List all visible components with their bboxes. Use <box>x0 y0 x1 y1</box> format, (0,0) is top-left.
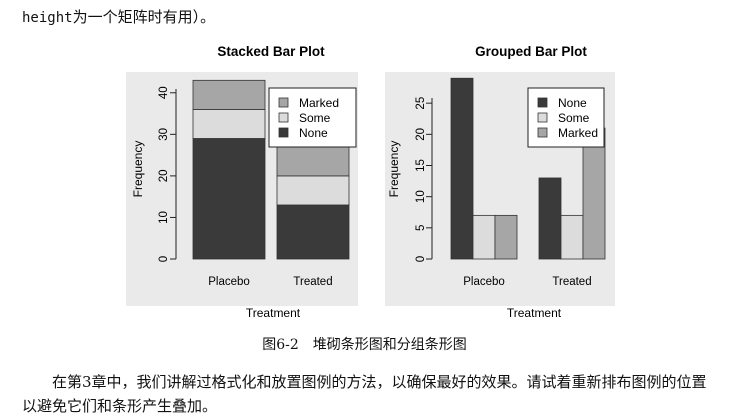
stacked-chart-title: Stacked Bar Plot <box>217 44 325 59</box>
grouped-bar-chart: Grouped Bar Plot Treatment Frequency 0 5 1… <box>385 44 615 320</box>
stacked-category-label: Treated <box>293 276 332 288</box>
grouped-bar-treated-some <box>560 214 584 260</box>
stacked-bar-treated-some <box>276 175 350 206</box>
grouped-legend-label: Some <box>558 111 590 125</box>
stacked-bar-treated-none <box>276 204 350 260</box>
stacked-y-axis-label: Frequency <box>131 141 145 198</box>
grouped-legend-swatch <box>537 112 548 123</box>
stacked-bar-placebo-marked <box>192 79 266 110</box>
stacked-tick-label: 0 <box>158 256 170 262</box>
stacked-x-axis-label: Treatment <box>246 306 301 320</box>
body-paragraph: 在第3章中，我们讲解过格式化和放置图例的方法，以确保最好的效果。请试着重新排布图… <box>22 373 707 415</box>
top-text-rest: 为一个矩阵时有用）。 <box>72 8 216 26</box>
grouped-tick-label: 20 <box>415 128 427 141</box>
grouped-legend-label: Marked <box>558 126 598 140</box>
stacked-tick-label: 10 <box>158 211 170 224</box>
figure-bar-plots: Stacked Bar Plot Treatment Frequency 0 10… <box>126 44 615 320</box>
grouped-category-label: Treated <box>552 276 591 288</box>
grouped-legend-swatch <box>537 97 548 108</box>
grouped-bar-treated-none <box>538 177 562 260</box>
grouped-bar-placebo-none <box>450 77 474 260</box>
grouped-tick-label: 25 <box>415 97 427 110</box>
grouped-legend-swatch <box>537 127 548 138</box>
grouped-tick-label: 0 <box>415 256 427 262</box>
grouped-chart-title: Grouped Bar Plot <box>475 44 587 59</box>
grouped-tick-label: 5 <box>415 225 427 231</box>
stacked-legend-label: Some <box>299 111 331 125</box>
grouped-tick-label: 10 <box>415 190 427 203</box>
stacked-bar-chart: Stacked Bar Plot Treatment Frequency 0 10… <box>126 44 358 320</box>
grouped-category-label: Placebo <box>463 276 505 288</box>
stacked-tick-label: 20 <box>158 169 170 182</box>
stacked-bar-placebo-none <box>192 138 266 260</box>
grouped-x-axis-label: Treatment <box>507 306 562 320</box>
grouped-legend-label: None <box>558 96 587 110</box>
stacked-legend-swatch <box>278 127 289 138</box>
stacked-bar-placebo-some <box>192 109 266 139</box>
stacked-category-label: Placebo <box>208 276 250 288</box>
top-text-line: height为一个矩阵时有用）。 <box>22 6 215 27</box>
stacked-tick-label: 40 <box>158 86 170 99</box>
grouped-bar-placebo-marked <box>494 214 518 260</box>
code-keyword: height <box>22 10 73 26</box>
stacked-legend-swatch <box>278 97 289 108</box>
stacked-legend-swatch <box>278 112 289 123</box>
grouped-tick-label: 15 <box>415 159 427 172</box>
grouped-y-axis-label: Frequency <box>387 141 401 198</box>
grouped-bar-treated-marked <box>582 127 606 260</box>
stacked-legend-label: None <box>299 126 328 140</box>
grouped-bar-placebo-some <box>472 214 496 260</box>
figure-caption: 图6-2 堆砌条形图和分组条形图 <box>262 337 467 353</box>
stacked-tick-label: 30 <box>158 128 170 141</box>
stacked-legend-label: Marked <box>299 96 339 110</box>
